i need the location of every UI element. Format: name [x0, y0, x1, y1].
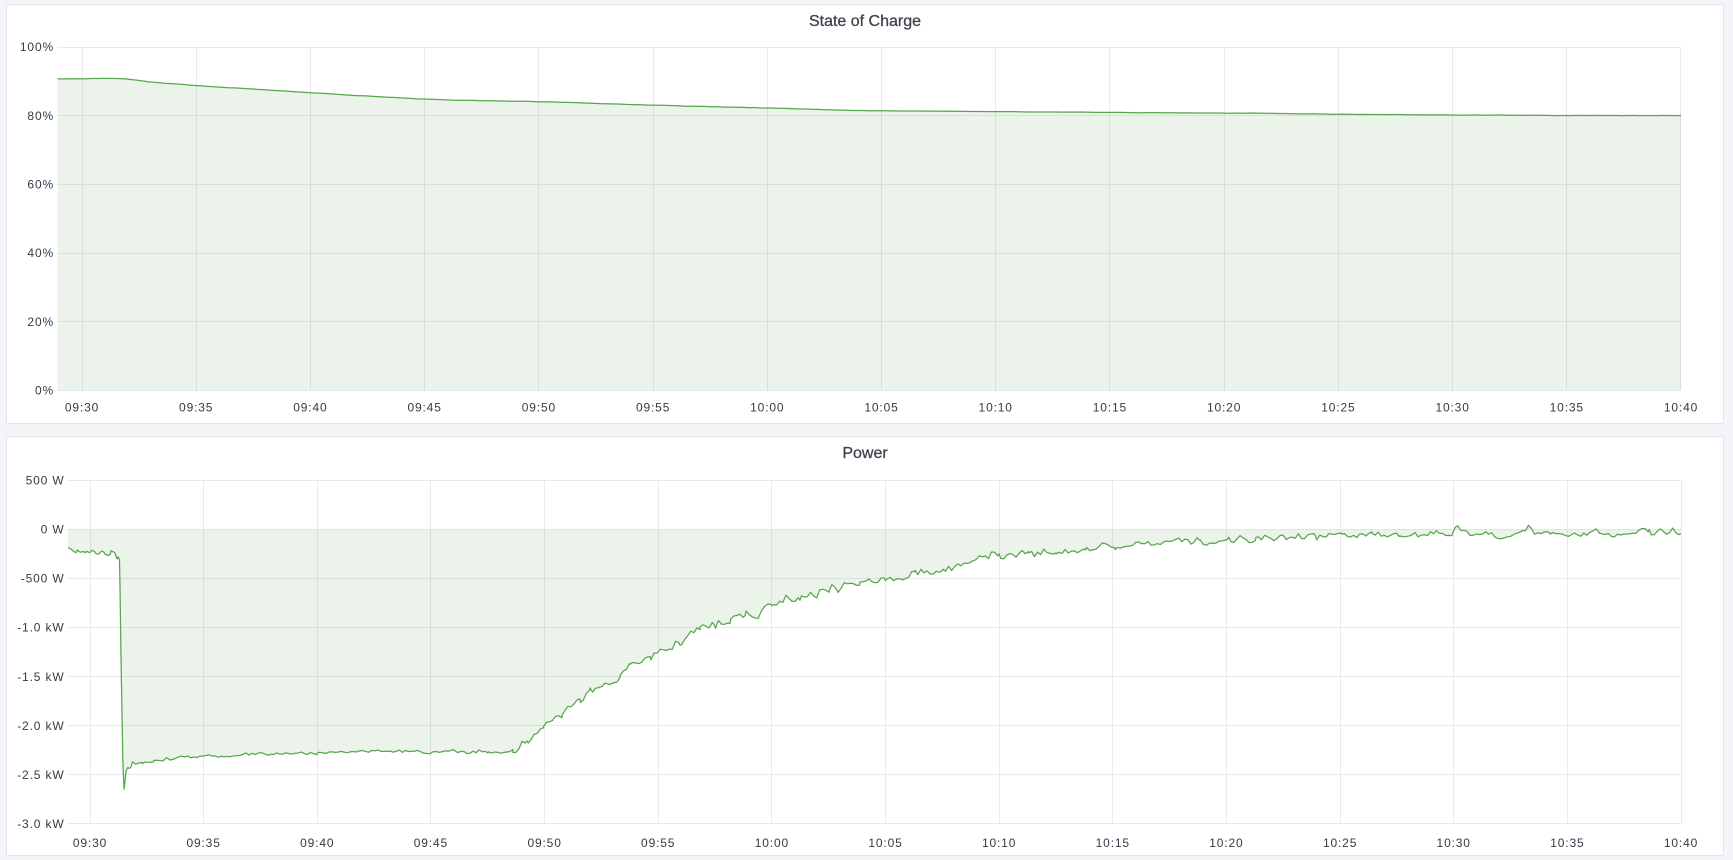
svg-text:10:40: 10:40	[1664, 401, 1698, 415]
svg-text:10:30: 10:30	[1435, 401, 1469, 415]
svg-text:09:55: 09:55	[636, 401, 670, 415]
svg-text:09:45: 09:45	[407, 401, 441, 415]
svg-text:100%: 100%	[20, 40, 54, 54]
svg-text:10:05: 10:05	[864, 401, 898, 415]
svg-text:500 W: 500 W	[26, 474, 65, 488]
svg-text:40%: 40%	[27, 246, 54, 260]
svg-text:10:10: 10:10	[982, 836, 1016, 850]
svg-text:-3.0 kW: -3.0 kW	[17, 817, 64, 831]
svg-text:10:20: 10:20	[1209, 836, 1243, 850]
svg-text:10:20: 10:20	[1207, 401, 1241, 415]
svg-text:10:15: 10:15	[1093, 401, 1127, 415]
svg-text:-2.0 kW: -2.0 kW	[17, 719, 64, 733]
svg-text:09:50: 09:50	[522, 401, 556, 415]
svg-text:09:30: 09:30	[65, 401, 99, 415]
svg-text:10:25: 10:25	[1321, 401, 1355, 415]
svg-text:09:40: 09:40	[293, 401, 327, 415]
svg-text:80%: 80%	[27, 109, 54, 123]
svg-text:60%: 60%	[27, 178, 54, 192]
svg-text:-500 W: -500 W	[21, 572, 65, 586]
svg-text:10:35: 10:35	[1550, 401, 1584, 415]
svg-text:09:40: 09:40	[300, 836, 334, 850]
svg-text:09:30: 09:30	[73, 836, 107, 850]
svg-text:09:50: 09:50	[527, 836, 561, 850]
svg-text:20%: 20%	[27, 315, 54, 329]
svg-text:-2.5 kW: -2.5 kW	[17, 768, 64, 782]
svg-text:10:35: 10:35	[1550, 836, 1584, 850]
svg-text:10:30: 10:30	[1437, 836, 1471, 850]
svg-text:10:00: 10:00	[750, 401, 784, 415]
svg-text:0%: 0%	[35, 384, 54, 398]
svg-text:10:00: 10:00	[755, 836, 789, 850]
svg-text:10:40: 10:40	[1664, 836, 1698, 850]
svg-text:10:25: 10:25	[1323, 836, 1357, 850]
svg-text:09:45: 09:45	[414, 836, 448, 850]
svg-text:09:35: 09:35	[186, 836, 220, 850]
svg-text:10:15: 10:15	[1096, 836, 1130, 850]
svg-text:10:10: 10:10	[979, 401, 1013, 415]
svg-text:09:55: 09:55	[641, 836, 675, 850]
svg-text:10:05: 10:05	[868, 836, 902, 850]
svg-text:-1.5 kW: -1.5 kW	[17, 670, 64, 684]
svg-text:09:35: 09:35	[179, 401, 213, 415]
svg-text:-1.0 kW: -1.0 kW	[17, 621, 64, 635]
svg-text:0 W: 0 W	[41, 523, 65, 537]
